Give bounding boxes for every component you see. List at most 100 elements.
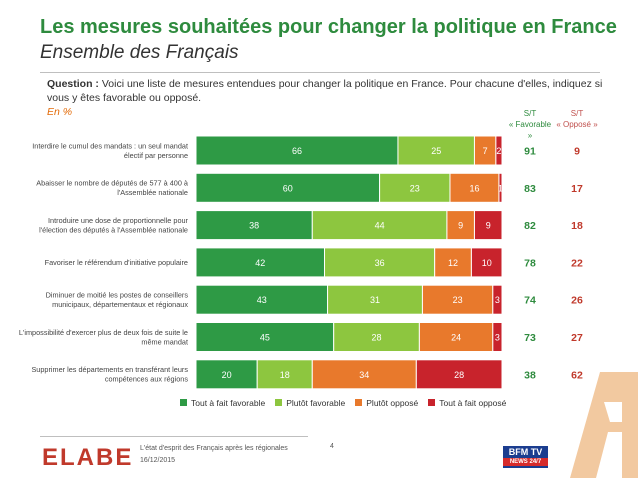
subtotal-favorable: 78 <box>524 257 536 269</box>
bar-segment <box>311 359 417 390</box>
footer-divider <box>40 436 308 437</box>
legend-swatch <box>180 399 187 406</box>
bar-value-label: 16 <box>469 183 479 193</box>
subtotal-oppose: 27 <box>571 332 583 344</box>
category-label: Diminuer de moitié les postes de conseil… <box>46 290 189 309</box>
bar-segment <box>446 210 475 241</box>
category-label-line: Introduire une dose de proportionnelle p… <box>48 216 189 225</box>
bar-segment <box>470 247 503 278</box>
chart-legend: Tout à fait favorable Plutôt favorable Plu… <box>180 398 516 408</box>
bar-segment <box>492 284 503 315</box>
subtotal-oppose: 9 <box>574 146 580 158</box>
bar-segment <box>495 135 503 166</box>
question-text: Voici une liste de mesures entendues pou… <box>47 78 603 104</box>
category-label: Introduire une dose de proportionnelle p… <box>39 216 188 235</box>
bfmtv-logo-text: BFM TV <box>508 447 543 457</box>
title-divider <box>40 72 600 73</box>
subtotal-favorable: 38 <box>524 369 536 381</box>
bar-value-label: 3 <box>495 333 500 343</box>
a-logo-icon <box>570 372 638 478</box>
category-label-line: Diminuer de moitié les postes de conseil… <box>46 290 189 299</box>
subtotal-favorable: 74 <box>524 295 536 307</box>
footer-caption: L'état d'esprit des Français après les r… <box>140 443 288 467</box>
category-label: Interdire le cumul des mandats : un seul… <box>32 141 188 160</box>
elabe-logo: ELABE <box>42 444 134 471</box>
bar-segment <box>449 172 500 203</box>
bar-segment <box>333 322 420 352</box>
header-oppose: S/T « Opposé » <box>555 108 599 130</box>
bar-value-label: 31 <box>370 295 380 305</box>
bar-value-label: 20 <box>222 370 232 380</box>
header-oppose-line1: S/T <box>570 109 584 118</box>
category-label-line: municipaux, départementaux et régionaux <box>52 300 188 309</box>
bar-segment <box>311 210 448 241</box>
bar-segment <box>492 322 503 352</box>
page-title: Les mesures souhaitées pour changer la p… <box>40 16 617 38</box>
category-label-line: L'impossibilité d'exercer plus de deux f… <box>19 328 188 337</box>
subtotal-oppose: 26 <box>571 295 583 307</box>
bfmtv-logo: BFM TV NEWS 24/7 <box>503 446 548 468</box>
bar-value-label: 25 <box>431 146 441 156</box>
bar-value-label: 9 <box>486 221 491 231</box>
bar-value-label: 43 <box>257 295 267 305</box>
subtotal-oppose: 18 <box>571 220 583 232</box>
category-label-line: Supprimer les départements en transféran… <box>31 365 188 374</box>
bar-segment <box>397 135 475 166</box>
category-label-line: compétences aux régions <box>105 375 189 384</box>
footer-date: 16/12/2015 <box>140 457 176 464</box>
bar-value-label: 44 <box>375 221 385 231</box>
legend-item: Tout à fait opposé <box>428 398 506 408</box>
bar-segment <box>256 359 313 390</box>
category-label-line: l'élection des députés à l'Assemblée nat… <box>39 225 188 234</box>
bar-segment <box>434 247 472 278</box>
subtotal-favorable: 83 <box>524 183 536 195</box>
unit-label: En % <box>47 106 73 118</box>
bar-segment <box>415 359 503 390</box>
question-block: Question : Voici une liste de mesures en… <box>47 77 607 105</box>
subtotal-oppose: 62 <box>571 369 583 381</box>
category-label: Supprimer les départements en transféran… <box>31 365 188 384</box>
bar-value-label: 18 <box>280 370 290 380</box>
subtotal-favorable: 73 <box>524 332 536 344</box>
legend-label: Tout à fait favorable <box>191 398 266 408</box>
bar-value-label: 45 <box>260 333 270 343</box>
legend-label: Tout à fait opposé <box>439 398 507 408</box>
category-label-line: Abaisser le nombre de députés de 577 à 4… <box>36 179 189 188</box>
legend-label: Plutôt favorable <box>286 398 346 408</box>
bar-value-label: 2 <box>496 146 501 156</box>
subtotal-oppose: 22 <box>571 257 583 269</box>
bar-segment <box>473 210 503 241</box>
bar-segment <box>327 284 423 315</box>
bar-value-label: 3 <box>495 295 500 305</box>
bar-value-label: 28 <box>454 370 464 380</box>
legend-item: Tout à fait favorable <box>180 398 265 408</box>
category-label: Favoriser le référendum d'initiative pop… <box>45 258 188 267</box>
bar-value-label: 23 <box>410 183 420 193</box>
category-label-line: même mandat <box>141 337 188 346</box>
bar-value-label: 34 <box>359 370 369 380</box>
bar-segment <box>195 322 335 352</box>
category-label-line: Interdire le cumul des mandats : un seul… <box>32 141 188 150</box>
category-label-line: Favoriser le référendum d'initiative pop… <box>45 258 188 267</box>
bar-segment <box>195 359 258 390</box>
legend-swatch <box>355 399 363 406</box>
bar-value-label: 9 <box>458 221 463 231</box>
bar-segment <box>379 172 451 203</box>
bar-segment <box>324 247 436 278</box>
legend-item: Plutôt opposé <box>355 398 418 408</box>
bar-value-label: 23 <box>453 295 463 305</box>
bar-segment <box>195 247 326 278</box>
subtotal-oppose: 17 <box>571 183 583 195</box>
bar-segment <box>498 172 503 203</box>
bar-value-label: 38 <box>249 221 259 231</box>
bar-value-label: 42 <box>255 258 265 268</box>
bar-value-label: 24 <box>451 333 461 343</box>
legend-swatch <box>428 399 436 406</box>
header-favorable-line1: S/T <box>523 109 537 118</box>
bfmtv-logo-sub: NEWS 24/7 <box>503 458 548 466</box>
bar-value-label: 60 <box>283 183 293 193</box>
legend-swatch <box>275 399 283 406</box>
legend-item: Plutôt favorable <box>275 398 345 408</box>
subtotal-favorable: 91 <box>524 146 536 158</box>
